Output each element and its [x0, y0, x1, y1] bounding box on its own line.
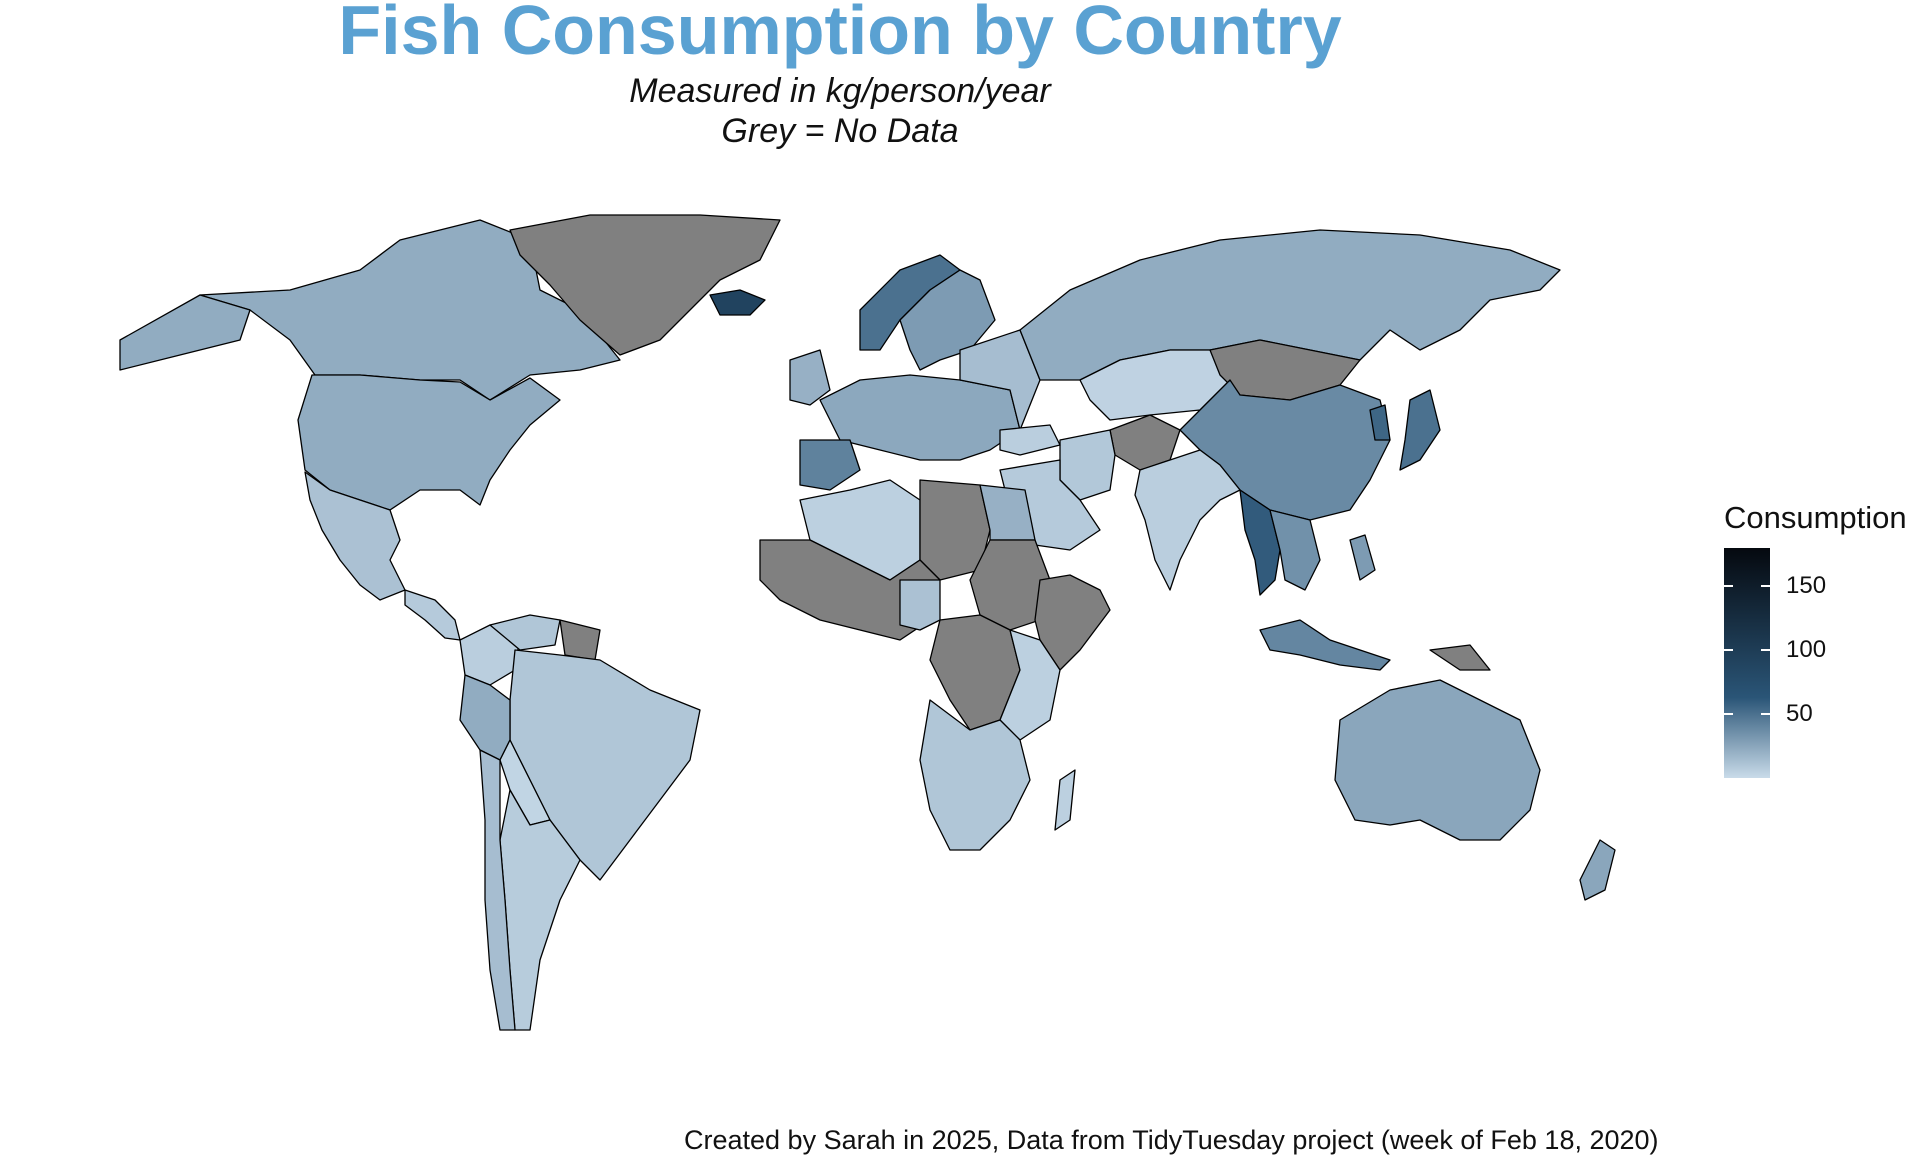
country-ethiopia-somalia — [1034, 574, 1111, 671]
country-iceland — [709, 289, 766, 316]
country-greenland — [509, 214, 781, 356]
country-philippines — [1349, 534, 1376, 581]
country-papua-new-guinea — [1429, 644, 1491, 671]
country-se-asia — [1269, 509, 1321, 591]
legend-tick-mark — [1724, 713, 1733, 716]
country-new-zealand — [1579, 839, 1616, 901]
legend-color-bar — [1724, 548, 1770, 778]
world-map — [119, 214, 1616, 1031]
map-title: Fish Consumption by Country — [338, 0, 1342, 69]
legend-tick-mark — [1761, 649, 1770, 652]
country-nigeria — [899, 579, 941, 631]
map-subtitle: Measured in kg/person/year — [629, 72, 1051, 110]
caption: Created by Sarah in 2025, Data from Tidy… — [684, 1125, 1659, 1155]
country-sweden-finland — [899, 269, 996, 371]
legend-tick-mark — [1724, 649, 1733, 652]
country-central-america — [404, 589, 461, 641]
country-venezuela — [489, 614, 561, 651]
legend-tick-mark — [1761, 585, 1770, 588]
legend-title: Consumption — [1724, 500, 1907, 535]
country-southern-africa — [919, 699, 1031, 851]
country-east-africa — [999, 629, 1061, 741]
legend-tick-label: 50 — [1786, 700, 1813, 728]
country-uk-ireland — [789, 349, 831, 406]
country-korea — [1369, 404, 1391, 441]
country-madagascar — [1054, 769, 1076, 831]
country-turkey — [999, 424, 1061, 456]
country-australia — [1334, 679, 1541, 841]
country-india — [1134, 449, 1241, 591]
country-sudan — [969, 539, 1051, 631]
country-guianas — [559, 619, 601, 661]
legend-tick-label: 100 — [1786, 636, 1827, 664]
map-subtitle-no-data-note: Grey = No Data — [721, 112, 959, 150]
country-japan — [1399, 389, 1441, 471]
legend-tick-label: 150 — [1786, 572, 1827, 600]
legend-tick-mark — [1724, 585, 1733, 588]
country-peru — [459, 674, 511, 761]
legend-tick-mark — [1761, 713, 1770, 716]
country-indonesia — [1259, 619, 1391, 671]
country-iberia — [799, 439, 861, 491]
country-chile — [479, 749, 516, 1031]
